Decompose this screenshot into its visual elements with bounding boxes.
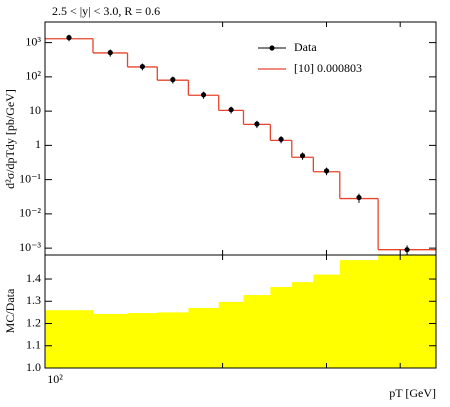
data-point <box>228 107 234 113</box>
ratio-bar <box>92 313 128 368</box>
data-point <box>139 63 146 70</box>
ratio-bar <box>243 295 271 368</box>
ratio-plot <box>45 255 436 368</box>
ratio-y-tick-label: 1.0 <box>26 360 41 374</box>
ratio-bar <box>270 287 293 368</box>
data-point <box>323 168 330 174</box>
data-point <box>170 77 176 83</box>
y-tick-label: 10⁻² <box>19 206 41 220</box>
ratio-bar <box>45 310 94 368</box>
data-point <box>66 35 72 41</box>
ratio-bar <box>313 274 341 368</box>
data-point <box>254 121 260 127</box>
x-tick-label: 10² <box>47 372 63 386</box>
ratio-bar <box>157 312 189 368</box>
data-point <box>356 194 362 201</box>
y-tick-label: 1 <box>35 137 41 151</box>
ratio-y-tick-label: 1.2 <box>26 315 41 329</box>
main-frame <box>44 21 437 256</box>
ratio-bar <box>339 260 379 368</box>
legend-marker <box>269 45 275 51</box>
ratio-y-tick-label: 1.1 <box>26 338 41 352</box>
ratio-y-tick-label: 1.3 <box>26 293 41 307</box>
data-point <box>200 92 207 98</box>
y-tick-label: 10⁻³ <box>19 240 41 254</box>
y-tick-label: 10⁻¹ <box>19 171 41 185</box>
legend-label: Data <box>294 40 317 54</box>
legend-label: [10] 0.000803 <box>294 61 362 75</box>
y-tick-label: 10² <box>25 69 41 83</box>
ratio-y-tick-label: 1.4 <box>26 271 41 285</box>
y-axis-label: d²σ/dpTdy [pb/GeV] <box>3 89 17 189</box>
y-tick-label: 10 <box>29 103 41 117</box>
x-axis-label: pT [GeV] <box>389 386 436 400</box>
ratio-frame <box>44 254 437 369</box>
ratio-bar <box>218 301 244 368</box>
ratio-bar <box>127 313 158 368</box>
data-point <box>299 153 306 159</box>
data-point <box>404 247 410 253</box>
data-point <box>107 50 113 56</box>
main-plot <box>45 34 436 255</box>
ratio-axis-label: MC/Data <box>3 288 17 333</box>
y-tick-label: 10³ <box>25 34 41 48</box>
ratio-bar <box>378 255 436 368</box>
chart-title: 2.5 < |y| < 3.0, R = 0.6 <box>52 4 160 18</box>
ratio-bar <box>188 307 220 368</box>
ratio-bar <box>291 282 314 368</box>
data-point <box>278 136 284 142</box>
